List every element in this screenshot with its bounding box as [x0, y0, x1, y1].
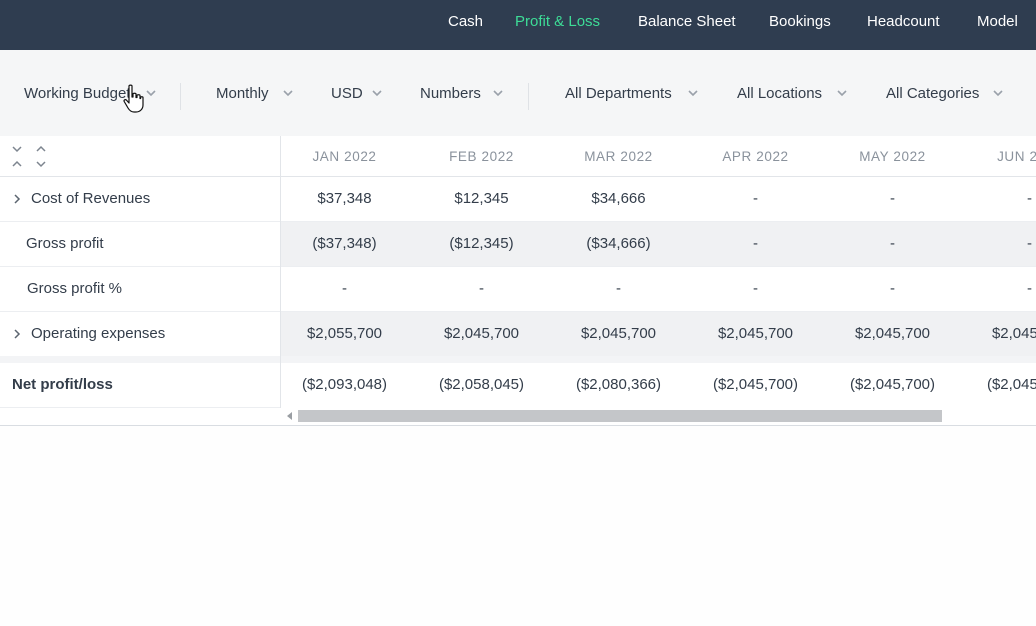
table-row-gross-profit: Gross profit ($37,348) ($12,345) ($34,66… — [0, 222, 1036, 267]
row-label: Cost of Revenues — [31, 190, 151, 207]
table-row-gross-profit-pct: Gross profit % - - - - - - — [0, 267, 1036, 312]
scenario-dropdown[interactable]: Working Budget — [24, 85, 164, 107]
chevron-down-icon — [837, 90, 847, 97]
column-header-month: JAN 2022 — [312, 149, 377, 164]
column-header-month: FEB 2022 — [449, 149, 514, 164]
row-label: Operating expenses — [31, 325, 166, 342]
table-cell: ($37,348) — [312, 235, 377, 252]
filter-bar: Working Budget Monthly USD Numbers All D… — [0, 50, 1036, 136]
table-cell: ($34,666) — [586, 235, 651, 252]
currency-value: USD — [331, 85, 363, 102]
hand-pointer-icon — [123, 84, 144, 113]
table-cell: - — [890, 280, 895, 297]
locations-value: All Locations — [737, 85, 823, 102]
table-cell: ($2,045,700) — [986, 376, 1036, 393]
categories-dropdown[interactable]: All Categories — [886, 85, 1012, 107]
table-cell: - — [753, 190, 758, 207]
row-label-total: Net profit/loss — [12, 376, 113, 393]
categories-value: All Categories — [886, 85, 980, 102]
format-dropdown[interactable]: Numbers — [420, 85, 508, 107]
column-header-month: MAR 2022 — [584, 149, 653, 164]
table-cell: - — [753, 280, 758, 297]
table-cell: $2,045,700 — [717, 325, 794, 342]
table-cell: $37,348 — [317, 190, 372, 207]
filter-divider — [180, 83, 181, 110]
table-cell: $34,666 — [591, 190, 646, 207]
period-value: Monthly — [216, 85, 269, 102]
table-cell: ($2,058,045) — [438, 376, 525, 393]
table-cell: ($12,345) — [449, 235, 514, 252]
nav-tab-headcount[interactable]: Headcount — [867, 13, 940, 30]
chevron-down-icon — [372, 90, 382, 97]
table-cell: - — [1027, 235, 1032, 252]
table-cell: ($2,045,700) — [849, 376, 936, 393]
table-cell: - — [1027, 280, 1032, 297]
departments-value: All Departments — [565, 85, 672, 102]
table-row-cost-of-revenues: Cost of Revenues $37,348 $12,345 $34,666… — [0, 177, 1036, 222]
departments-dropdown[interactable]: All Departments — [565, 85, 705, 107]
chevron-down-icon — [283, 90, 293, 97]
table-cell: - — [753, 235, 758, 252]
horizontal-scrollbar[interactable] — [281, 407, 1036, 425]
row-label: Gross profit — [26, 235, 104, 252]
row-label: Gross profit % — [27, 280, 123, 297]
table-row-operating-expenses: Operating expenses $2,055,700 $2,045,700… — [0, 312, 1036, 357]
column-header-month: MAY 2022 — [859, 149, 926, 164]
table-header: JAN 2022 FEB 2022 MAR 2022 APR 2022 MAY … — [0, 136, 1036, 177]
nav-tab-cash[interactable]: Cash — [448, 13, 484, 30]
table-cell: - — [890, 235, 895, 252]
chevron-down-icon — [688, 90, 698, 97]
section-spacer — [0, 356, 1036, 363]
chevron-down-icon — [493, 90, 503, 97]
column-divider — [280, 136, 281, 408]
chevron-down-icon — [993, 90, 1003, 97]
nav-tab-bookings[interactable]: Bookings — [769, 13, 831, 30]
chevron-right-icon[interactable] — [12, 328, 22, 340]
table-row-net-profit-loss: Net profit/loss ($2,093,048) ($2,058,045… — [0, 363, 1036, 408]
table-cell: ($2,093,048) — [301, 376, 388, 393]
table-cell: $2,045,700 — [991, 325, 1036, 342]
table-cell: - — [890, 190, 895, 207]
scrollbar-thumb[interactable] — [298, 410, 942, 422]
nav-tab-profit-loss[interactable]: Profit & Loss — [515, 13, 601, 30]
column-header-month: JUN 2022 — [997, 149, 1036, 164]
nav-tab-model[interactable]: Model — [977, 13, 1018, 30]
chevron-down-icon — [146, 90, 156, 97]
pl-table: JAN 2022 FEB 2022 MAR 2022 APR 2022 MAY … — [0, 136, 1036, 426]
table-cell: $2,045,700 — [443, 325, 520, 342]
row-highlight — [281, 312, 1036, 356]
table-cell: $12,345 — [454, 190, 509, 207]
period-dropdown[interactable]: Monthly — [216, 85, 298, 107]
nav-tab-balance-sheet[interactable]: Balance Sheet — [638, 13, 736, 30]
table-cell: - — [1027, 190, 1032, 207]
filter-divider — [528, 83, 529, 110]
table-cell: ($2,045,700) — [712, 376, 799, 393]
locations-dropdown[interactable]: All Locations — [737, 85, 855, 107]
format-value: Numbers — [420, 85, 481, 102]
table-cell: - — [616, 280, 621, 297]
currency-dropdown[interactable]: USD — [331, 85, 387, 107]
scroll-left-icon[interactable] — [286, 412, 293, 420]
table-cell: $2,045,700 — [854, 325, 931, 342]
chevron-right-icon[interactable] — [12, 193, 22, 205]
expand-collapse-all-icon[interactable] — [10, 144, 50, 170]
table-cell: $2,055,700 — [306, 325, 383, 342]
top-navigation: Cash Profit & Loss Balance Sheet Booking… — [0, 0, 1036, 50]
column-header-month: APR 2022 — [722, 149, 789, 164]
table-cell: - — [342, 280, 347, 297]
table-cell: $2,045,700 — [580, 325, 657, 342]
table-cell: ($2,080,366) — [575, 376, 662, 393]
scenario-value: Working Budget — [24, 85, 131, 102]
table-cell: - — [479, 280, 484, 297]
row-highlight — [281, 222, 1036, 266]
